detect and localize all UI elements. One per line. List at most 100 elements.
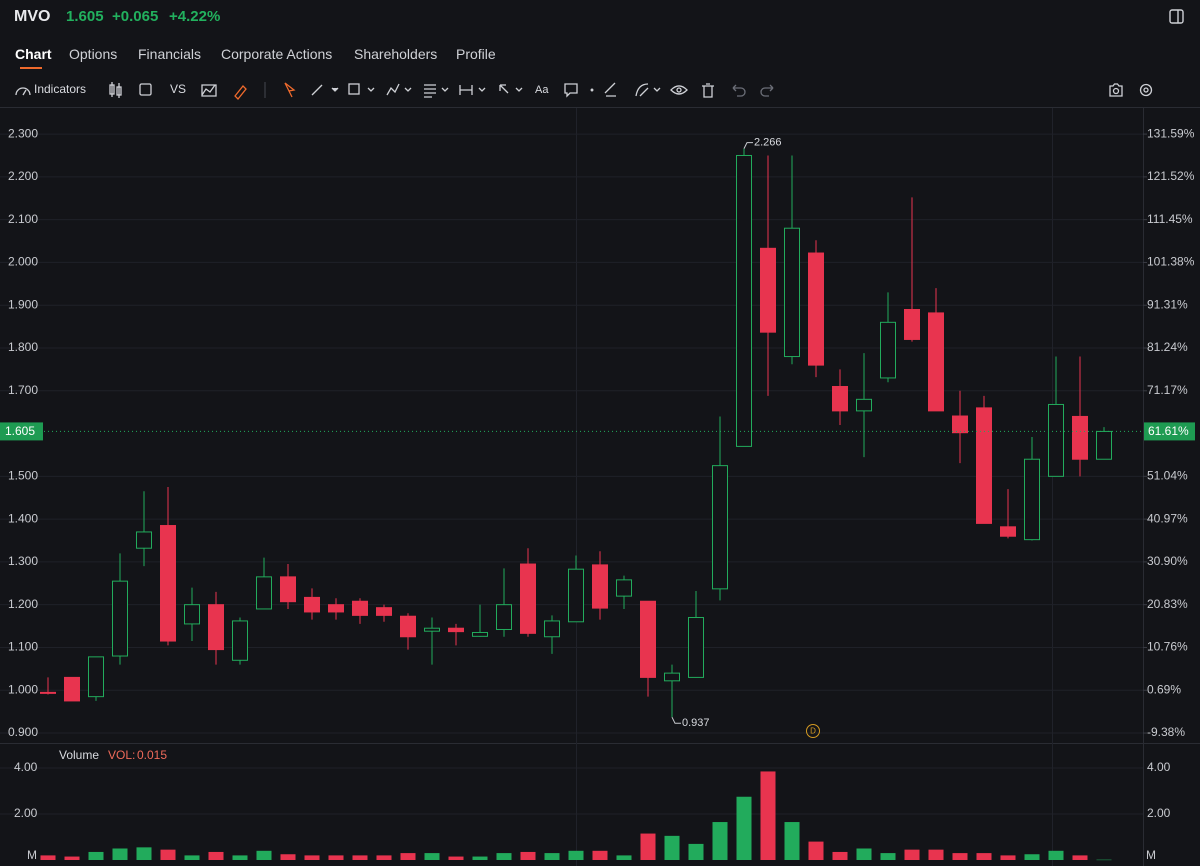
candle-body	[952, 415, 968, 434]
candle-type-icon[interactable]	[109, 82, 122, 98]
undo[interactable]	[732, 84, 746, 97]
volume-bar	[568, 850, 584, 860]
cursor-icon[interactable]	[284, 82, 296, 98]
arrow-tool[interactable]	[499, 84, 509, 94]
y2-tick-label: -9.38%	[1147, 725, 1185, 739]
compare-button[interactable]: VS	[170, 82, 186, 96]
y-tick-label: 1.900	[8, 297, 38, 311]
volume-bar	[784, 822, 800, 860]
shape-tool[interactable]	[348, 83, 360, 95]
fib-tool[interactable]	[424, 84, 436, 98]
volume-legend-value: 0.015	[137, 748, 167, 762]
low-annotation: 0.937	[682, 717, 710, 729]
y-tick-label: 1.400	[8, 511, 38, 525]
magnet-tool[interactable]	[635, 83, 649, 97]
volume-bar	[160, 849, 176, 860]
y2-tick-label: 51.04%	[1147, 468, 1188, 482]
y-tick-label: 2.200	[8, 169, 38, 183]
candle-body	[1000, 526, 1016, 537]
visibility-tool[interactable]	[670, 85, 688, 95]
tab-bar: Chart Options Financials Corporate Actio…	[0, 44, 700, 70]
volume-bar	[256, 850, 272, 860]
tab[interactable]: Options	[69, 46, 118, 62]
volume-title: Volume	[59, 748, 99, 762]
y2-tick-label: 101.38%	[1147, 255, 1195, 269]
screenshot[interactable]	[1109, 83, 1123, 97]
delete-tool[interactable]	[702, 83, 714, 98]
y-tick-label: 1.100	[8, 640, 38, 654]
candle-body	[472, 631, 488, 637]
candle-body	[328, 604, 344, 613]
tab[interactable]: Corporate Actions	[221, 46, 333, 62]
indicators-icon[interactable]	[15, 87, 31, 96]
y-tick-label: 1.300	[8, 554, 38, 568]
volume-bar	[952, 853, 968, 860]
tab[interactable]: Shareholders	[354, 46, 438, 62]
volume-bar	[616, 855, 632, 860]
y2-tick-label: 121.52%	[1147, 169, 1195, 183]
volume-bar	[544, 853, 560, 860]
settings[interactable]	[1139, 83, 1153, 97]
panel-toggle[interactable]	[1168, 8, 1186, 26]
volume-bar	[496, 853, 512, 860]
candle-body	[784, 227, 800, 358]
pattern-tool[interactable]	[386, 83, 400, 96]
candle-body	[808, 252, 824, 366]
candle-body	[160, 525, 176, 642]
draw-icon[interactable]	[234, 85, 247, 100]
indicators-button[interactable]: Indicators	[34, 82, 86, 96]
volume-bar	[208, 851, 224, 860]
volume-bar	[880, 853, 896, 860]
candle-body	[64, 676, 80, 702]
note-tool[interactable]	[564, 83, 578, 98]
volume-bar	[448, 856, 464, 860]
volume-legend-label: VOL:	[108, 748, 135, 762]
candle-body	[1096, 430, 1112, 460]
y-tick-label: 2.100	[8, 212, 38, 226]
change-pct: +4.22%	[169, 8, 221, 25]
redo[interactable]	[760, 84, 774, 97]
candle-body	[592, 564, 608, 609]
candle-body	[88, 656, 104, 698]
tab[interactable]: Chart	[15, 46, 52, 62]
candle-body	[832, 385, 848, 412]
price: 1.605	[66, 8, 104, 25]
y2-tick-label: 111.45%	[1147, 212, 1193, 226]
chart-style-icon[interactable]	[201, 84, 217, 97]
event-marker-label[interactable]: D	[810, 727, 816, 736]
candle-body	[736, 154, 752, 447]
event-marker[interactable]	[806, 724, 820, 738]
high-annotation: 2.266	[754, 137, 782, 149]
y2-tick-label: 2.00	[1147, 806, 1171, 820]
volume-bar	[664, 835, 680, 860]
volume-bar	[1096, 859, 1112, 861]
y2-tick-label: 71.17%	[1147, 383, 1188, 397]
toolbar: Indicators VS Aa	[0, 76, 1200, 106]
y2-tick-label: 30.90%	[1147, 554, 1188, 568]
candle-body	[496, 604, 512, 630]
volume-bar	[376, 855, 392, 860]
last-pct-box	[1144, 422, 1195, 441]
candle-body	[352, 600, 368, 616]
measure-tool[interactable]	[459, 85, 473, 95]
volume-bar	[88, 851, 104, 860]
candle-body	[280, 576, 296, 603]
y2-tick-label: 10.76%	[1147, 640, 1188, 654]
volume-bar	[976, 853, 992, 860]
candle-body	[616, 579, 632, 597]
candle-body	[1048, 403, 1064, 477]
tab[interactable]: Financials	[138, 46, 202, 62]
volume-bar	[40, 855, 56, 860]
volume-bar	[472, 856, 488, 860]
layout-icon[interactable]	[139, 83, 152, 96]
candle-body	[640, 600, 656, 678]
line-tool[interactable]	[311, 84, 323, 96]
candle-body	[544, 620, 560, 638]
y2-tick-label: 40.97%	[1147, 511, 1188, 525]
candle-body	[688, 617, 704, 678]
tab[interactable]: Profile	[456, 46, 496, 62]
text-tool[interactable]: Aa	[535, 84, 549, 96]
candle-body	[400, 615, 416, 638]
volume-bar	[688, 843, 704, 860]
brush-tool[interactable]	[604, 82, 616, 97]
